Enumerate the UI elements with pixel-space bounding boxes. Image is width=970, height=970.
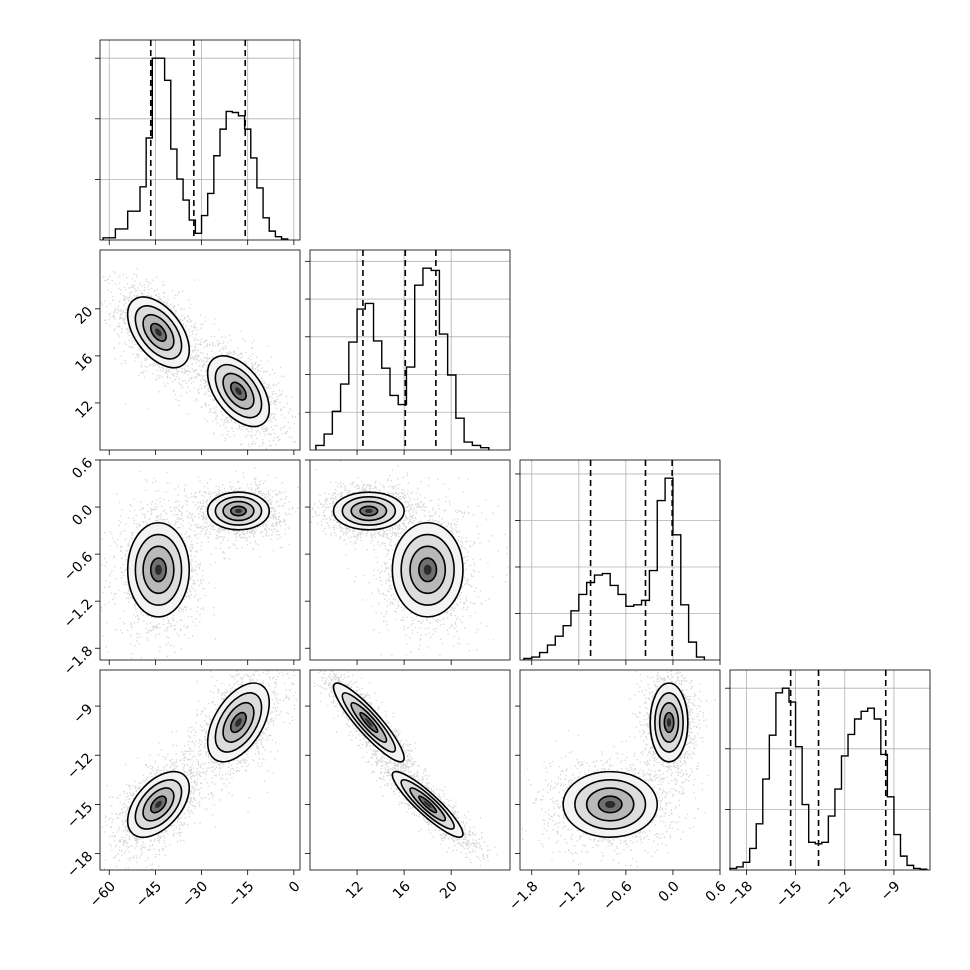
- density-contour-0-4: [155, 564, 162, 575]
- scatter-panel-2-1: [305, 459, 511, 665]
- panel-frame: [99, 249, 301, 451]
- y-tick-label: −12: [64, 750, 96, 782]
- scatter-points: [310, 460, 510, 657]
- x-tick-label: −18: [724, 878, 756, 910]
- y-tick-label: −15: [64, 799, 96, 831]
- y-tick-label: 0.0: [69, 502, 96, 529]
- panel-body: [310, 460, 510, 657]
- panel-frame: [309, 459, 511, 661]
- density-contour-1-4: [235, 718, 242, 727]
- panel-layer: −18 −15 −12 −9 12 16 20 −1.8 −1.2 −0.6 0.0 0.6 −60 −4…: [61, 39, 931, 914]
- density-contour-1-4: [666, 718, 672, 727]
- density-contour-0-4: [605, 800, 616, 809]
- scatter-points: [521, 670, 716, 868]
- panel-frame: [99, 459, 301, 661]
- hist-panel-2: [515, 459, 721, 665]
- x-tick-label: 20: [437, 878, 461, 902]
- histogram-0: [102, 57, 289, 240]
- x-tick-label: −45: [133, 878, 165, 910]
- scatter-panel-1-0: 12 16 20: [72, 249, 301, 455]
- scatter-panel-3-1: 12 16 20: [305, 669, 511, 902]
- density-contour-1-4: [235, 387, 242, 396]
- x-tick-label: −1.2: [553, 878, 588, 913]
- x-tick-label: −12: [822, 878, 854, 910]
- density-contour-0-4: [423, 564, 432, 575]
- y-tick-label: −0.6: [61, 549, 96, 584]
- density-contour-1-4: [364, 718, 373, 727]
- scatter-panel-2-0: −1.8 −1.2 −0.6 0.0 0.6: [61, 455, 301, 679]
- panel-frame: [309, 249, 511, 451]
- x-tick-label: −15: [773, 878, 805, 910]
- histogram-1: [315, 267, 490, 450]
- y-tick-label: 16: [72, 351, 96, 375]
- x-tick-label: −1.8: [506, 878, 541, 913]
- x-tick-label: −0.6: [600, 878, 635, 913]
- y-tick-label: −1.2: [61, 596, 96, 631]
- hist-panel-1: [305, 249, 511, 455]
- y-tick-label: 20: [72, 304, 96, 328]
- hist-panel-3: −18 −15 −12 −9: [724, 669, 931, 911]
- histogram-2: [523, 477, 706, 660]
- x-tick-label: 0.0: [656, 878, 683, 905]
- x-tick-label: −15: [225, 878, 257, 910]
- hist-panel-0: [95, 39, 301, 245]
- x-tick-label: −60: [87, 878, 119, 910]
- panel-frame: [519, 669, 721, 871]
- density-contour-1-4: [364, 508, 373, 514]
- histogram-3: [729, 687, 928, 870]
- panel-body: [311, 670, 498, 867]
- y-tick-label: −18: [64, 849, 96, 881]
- x-tick-label: −9: [878, 878, 904, 904]
- density-contour-0-4: [423, 800, 432, 809]
- scatter-panel-3-0: −60 −45 −30 −15 0 −18 −15 −12 −9: [64, 669, 304, 911]
- panel-frame: [519, 459, 721, 661]
- y-tick-label: −1.8: [61, 643, 96, 678]
- density-contour-0-4: [155, 328, 162, 337]
- panel-frame: [99, 39, 301, 241]
- x-tick-label: 0: [286, 878, 304, 896]
- density-contour-0-4: [155, 800, 162, 809]
- scatter-points: [100, 268, 300, 450]
- y-tick-label: 0.6: [69, 455, 96, 482]
- scatter-points: [100, 467, 300, 659]
- y-tick-label: −9: [70, 701, 96, 727]
- x-tick-label: −30: [179, 878, 211, 910]
- panel-body: [521, 670, 716, 868]
- x-tick-label: 16: [390, 878, 414, 902]
- y-tick-label: 12: [72, 398, 96, 422]
- scatter-panel-3-2: −1.8 −1.2 −0.6 0.0 0.6: [506, 669, 730, 914]
- panel-body: [100, 467, 300, 659]
- panel-frame: [309, 669, 511, 871]
- scatter-points: [101, 670, 297, 870]
- panel-frame: [99, 669, 301, 871]
- density-contour-1-4: [235, 508, 242, 514]
- panel-body: [101, 670, 297, 870]
- x-tick-label: 12: [343, 878, 367, 902]
- panel-body: [100, 268, 300, 450]
- panel-frame: [729, 669, 931, 871]
